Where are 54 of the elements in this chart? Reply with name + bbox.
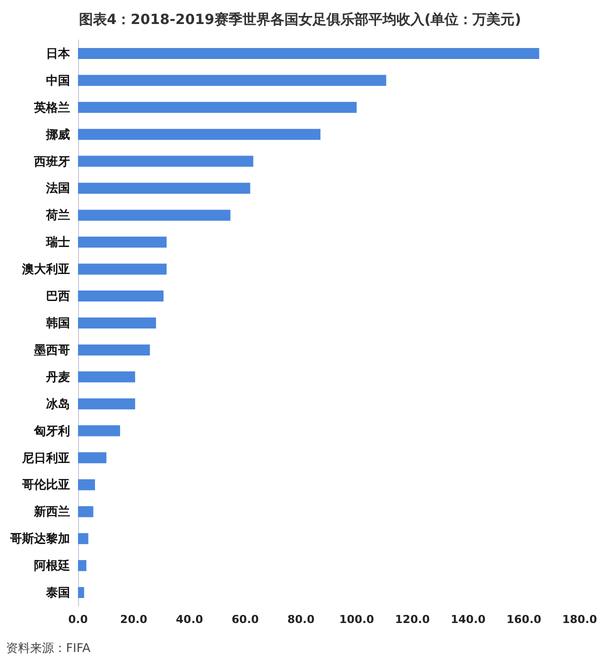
bar <box>78 264 167 275</box>
y-tick-label: 中国 <box>46 73 70 88</box>
y-tick-label: 巴西 <box>46 289 70 304</box>
y-tick-label: 匈牙利 <box>33 424 70 438</box>
bar <box>78 587 84 598</box>
bar <box>78 156 254 167</box>
bar <box>78 74 386 86</box>
bar <box>78 102 357 113</box>
y-tick-label: 墨西哥 <box>33 342 70 357</box>
x-tick-label: 40.0 <box>176 613 204 626</box>
x-tick-label: 180.0 <box>562 613 598 626</box>
y-tick-label: 英格兰 <box>33 100 70 114</box>
y-tick-label: 瑞士 <box>45 235 70 250</box>
y-tick-label: 韩国 <box>45 316 70 330</box>
bar <box>78 182 250 194</box>
bar <box>78 560 86 572</box>
y-tick-label: 丹麦 <box>45 370 70 384</box>
x-tick-label: 160.0 <box>506 613 542 626</box>
y-tick-label: 冰岛 <box>46 396 70 411</box>
bar <box>78 210 230 221</box>
y-tick-label: 西班牙 <box>33 154 70 168</box>
y-tick-label: 澳大利亚 <box>21 262 70 276</box>
bar <box>78 48 540 59</box>
x-tick-label: 0.0 <box>68 613 88 626</box>
y-tick-label: 阿根廷 <box>34 558 70 573</box>
chart-title: 图表4：2018-2019赛季世界各国女足俱乐部平均收入(单位：万美元) <box>78 11 522 28</box>
bar <box>78 479 95 490</box>
bar <box>78 344 150 356</box>
x-tick-label: 60.0 <box>232 613 260 626</box>
y-tick-label: 泰国 <box>45 586 70 600</box>
x-tick-label: 20.0 <box>120 613 148 626</box>
y-tick-label: 哥伦比亚 <box>21 478 70 492</box>
text: 资料来源：FIFA <box>6 641 92 655</box>
bar <box>78 318 156 328</box>
y-tick-label: 日本 <box>46 46 71 60</box>
y-tick-label: 法国 <box>45 181 70 196</box>
bar <box>78 452 106 464</box>
bar <box>78 128 320 140</box>
x-tick-label: 80.0 <box>287 613 315 626</box>
y-tick-label: 哥斯达黎加 <box>9 532 70 546</box>
x-tick-label: 100.0 <box>339 613 374 626</box>
bar <box>78 371 136 382</box>
y-tick-label: 新西兰 <box>33 504 70 519</box>
bar <box>78 398 136 410</box>
bar <box>78 425 120 436</box>
y-tick-label: 挪威 <box>45 127 70 142</box>
x-tick-label: 120.0 <box>395 613 430 626</box>
bar <box>78 290 164 302</box>
bar <box>78 236 167 248</box>
x-tick-label: 140.0 <box>450 613 486 626</box>
bar <box>78 506 94 518</box>
bar <box>78 533 88 544</box>
y-tick-label: 荷兰 <box>45 208 70 222</box>
y-tick-label: 尼日利亚 <box>21 450 70 465</box>
